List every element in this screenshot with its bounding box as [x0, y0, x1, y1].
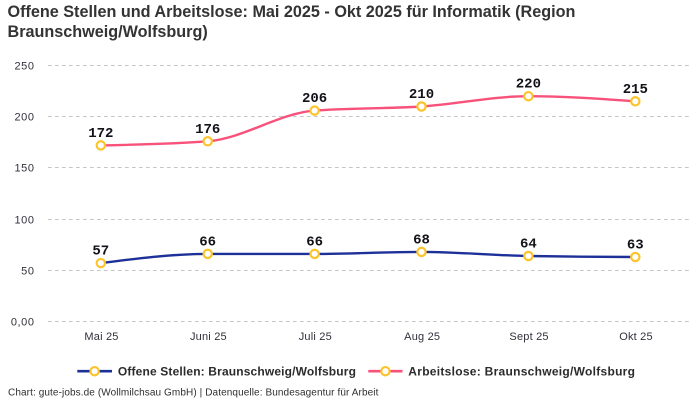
svg-text:215: 215 — [623, 82, 648, 98]
svg-text:176: 176 — [195, 122, 220, 138]
svg-text:66: 66 — [306, 234, 323, 250]
svg-text:Aug 25: Aug 25 — [404, 331, 440, 343]
svg-text:50: 50 — [21, 265, 34, 277]
svg-text:68: 68 — [413, 232, 430, 248]
svg-text:250: 250 — [14, 60, 34, 72]
svg-text:210: 210 — [409, 87, 434, 103]
svg-text:Juni 25: Juni 25 — [190, 331, 227, 343]
svg-text:Offene Stellen: Braunschweig/W: Offene Stellen: Braunschweig/Wolfsburg — [118, 364, 356, 378]
svg-text:206: 206 — [302, 91, 327, 107]
svg-text:57: 57 — [92, 244, 109, 260]
svg-text:Juli 25: Juli 25 — [299, 331, 332, 343]
svg-text:66: 66 — [199, 234, 216, 250]
svg-text:Offene Stellen und Arbeitslose: Offene Stellen und Arbeitslose: Mai 2025… — [8, 3, 576, 21]
svg-text:150: 150 — [14, 162, 34, 174]
svg-text:200: 200 — [14, 111, 34, 123]
svg-text:Chart: gute-jobs.de (Wollmilch: Chart: gute-jobs.de (Wollmilchsau GmbH) … — [8, 388, 379, 399]
svg-text:100: 100 — [14, 214, 34, 226]
svg-text:64: 64 — [520, 237, 537, 253]
svg-text:220: 220 — [516, 77, 541, 93]
svg-text:172: 172 — [88, 126, 113, 142]
svg-text:Sept 25: Sept 25 — [509, 331, 548, 343]
svg-text:Braunschweig/Wolfsburg): Braunschweig/Wolfsburg) — [8, 23, 208, 41]
svg-text:Mai 25: Mai 25 — [84, 331, 118, 343]
svg-text:Arbeitslose: Braunschweig/Wolf: Arbeitslose: Braunschweig/Wolfsburg — [408, 364, 635, 378]
svg-text:0,00: 0,00 — [11, 316, 35, 328]
svg-text:63: 63 — [627, 238, 644, 254]
svg-text:Okt 25: Okt 25 — [619, 331, 653, 343]
